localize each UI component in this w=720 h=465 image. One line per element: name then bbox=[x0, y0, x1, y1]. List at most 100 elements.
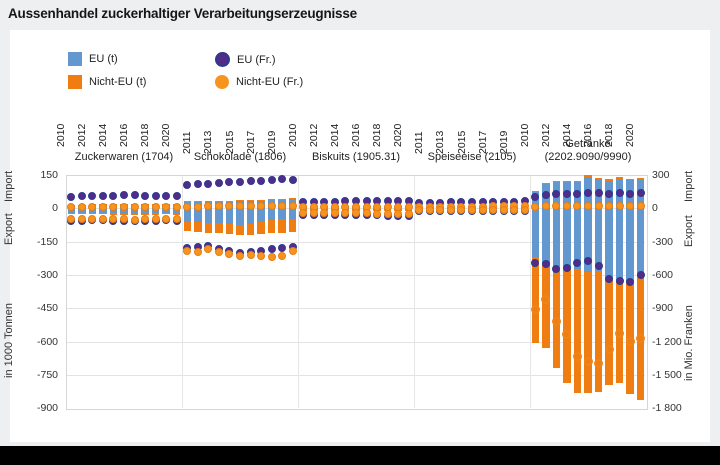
bar-export-nicht-eu bbox=[267, 219, 276, 234]
chart-panel bbox=[10, 30, 710, 442]
bar-export-eu bbox=[288, 208, 297, 219]
year-label: 2011 bbox=[181, 131, 194, 154]
dot-export-nicht-eu-fr bbox=[288, 247, 297, 256]
dot-export-nicht-eu-fr bbox=[499, 206, 508, 215]
tick-label-left: -900 bbox=[36, 402, 58, 415]
bar-export-nicht-eu bbox=[183, 221, 192, 232]
dot-export-nicht-eu-fr bbox=[151, 215, 160, 224]
year-label: 2016 bbox=[582, 123, 595, 147]
dot-import-nicht-eu-fr bbox=[246, 202, 255, 211]
dot-export-nicht-eu-fr bbox=[446, 205, 455, 214]
chart-title: Aussenhandel zuckerhaltiger Verarbeitung… bbox=[8, 6, 357, 21]
dot-import-eu-fr bbox=[67, 192, 76, 201]
year-label: 2010 bbox=[286, 123, 299, 147]
dot-export-nicht-eu-fr bbox=[583, 357, 593, 367]
dot-import-nicht-eu-fr bbox=[214, 202, 223, 211]
dot-export-nicht-eu-fr bbox=[551, 316, 561, 326]
dot-export-nicht-eu-fr bbox=[530, 304, 540, 314]
year-label: 2017 bbox=[244, 130, 257, 154]
dot-import-eu-fr bbox=[193, 180, 202, 189]
legend-label: Nicht-EU (t) bbox=[89, 76, 147, 88]
dot-import-eu-fr bbox=[246, 176, 255, 185]
legend-label: EU (t) bbox=[89, 53, 118, 65]
dot-export-nicht-eu-fr bbox=[468, 206, 476, 215]
dot-export-nicht-eu-fr bbox=[67, 214, 76, 223]
bar-export-eu bbox=[615, 208, 624, 282]
tick-label-right: -600 bbox=[652, 268, 674, 281]
year-label: 2014 bbox=[328, 123, 341, 147]
year-label: 2018 bbox=[139, 123, 152, 147]
bar-export-nicht-eu bbox=[563, 268, 571, 383]
dot-import-eu-fr bbox=[151, 191, 160, 200]
bar-export-nicht-eu bbox=[162, 213, 170, 215]
dot-import-eu-fr bbox=[562, 189, 571, 198]
dot-import-nicht-eu-fr bbox=[109, 202, 118, 211]
year-label: 2016 bbox=[118, 123, 131, 147]
tick-label-right: -1 500 bbox=[652, 368, 682, 381]
group-separator bbox=[298, 176, 299, 409]
bar-export-nicht-eu bbox=[215, 223, 223, 234]
bar-import-nicht-eu bbox=[594, 178, 603, 180]
dot-import-eu-fr bbox=[636, 188, 645, 197]
dot-export-nicht-eu-fr bbox=[510, 206, 519, 215]
bar-export-eu bbox=[573, 208, 582, 270]
dot-import-eu-fr bbox=[626, 189, 635, 198]
bar-import-nicht-eu bbox=[584, 175, 592, 177]
bar-export-eu bbox=[236, 208, 244, 225]
bar-export-eu bbox=[109, 208, 118, 214]
eu-tonnes-swatch-icon bbox=[68, 52, 82, 66]
tick-label-right: -300 bbox=[652, 235, 674, 248]
bar-export-nicht-eu bbox=[194, 222, 202, 232]
bar-export-nicht-eu bbox=[99, 213, 107, 215]
dot-import-nicht-eu-fr bbox=[172, 202, 181, 211]
bar-export-eu bbox=[215, 208, 223, 224]
bar-import-nicht-eu bbox=[626, 178, 634, 180]
dot-import-nicht-eu-fr bbox=[77, 202, 86, 211]
dot-import-nicht-eu-fr bbox=[615, 202, 624, 211]
dot-import-eu-fr bbox=[267, 175, 276, 184]
dot-export-eu-fr bbox=[605, 274, 614, 283]
bar-export-nicht-eu bbox=[120, 213, 128, 215]
bar-import-nicht-eu bbox=[573, 181, 582, 183]
dot-export-nicht-eu-fr bbox=[299, 208, 308, 217]
bar-export-eu bbox=[151, 208, 160, 214]
dot-export-nicht-eu-fr bbox=[457, 206, 466, 215]
dot-export-nicht-eu-fr bbox=[341, 209, 350, 218]
bar-export-nicht-eu bbox=[531, 256, 540, 343]
dot-import-nicht-eu-fr bbox=[236, 202, 244, 211]
dot-export-nicht-eu-fr bbox=[246, 250, 255, 259]
bar-export-nicht-eu bbox=[278, 218, 286, 233]
dot-import-eu-fr bbox=[204, 179, 213, 188]
bar-export-nicht-eu bbox=[542, 262, 550, 348]
bar-export-eu bbox=[552, 208, 561, 273]
bar-export-eu bbox=[542, 208, 550, 263]
dot-import-nicht-eu-fr bbox=[552, 202, 561, 211]
year-label: 2019 bbox=[265, 130, 278, 154]
year-label: 2020 bbox=[392, 123, 405, 147]
bar-export-eu bbox=[141, 208, 149, 214]
group-label: Zuckerwaren (1704) bbox=[74, 151, 174, 163]
bar-export-nicht-eu bbox=[78, 212, 86, 214]
dot-import-nicht-eu-fr bbox=[98, 202, 107, 211]
dot-import-nicht-eu-fr bbox=[141, 202, 150, 211]
eu-franken-dot-icon bbox=[215, 52, 230, 67]
dot-import-eu-fr bbox=[120, 191, 128, 200]
dot-import-eu-fr bbox=[257, 176, 266, 185]
dot-export-nicht-eu-fr bbox=[330, 209, 339, 218]
bar-import-nicht-eu bbox=[636, 178, 645, 180]
year-label: 2012 bbox=[307, 123, 320, 147]
year-label: 2018 bbox=[371, 123, 384, 147]
year-label: 2012 bbox=[75, 123, 88, 147]
group-label: Schokolade (1806) bbox=[193, 151, 287, 163]
dot-export-nicht-eu-fr bbox=[162, 214, 171, 223]
dot-export-nicht-eu-fr bbox=[594, 358, 604, 368]
tick-label-left: -300 bbox=[36, 268, 58, 281]
dot-export-nicht-eu-fr bbox=[193, 247, 202, 256]
bar-export-nicht-eu bbox=[109, 213, 118, 215]
dot-import-eu-fr bbox=[183, 180, 192, 189]
dot-import-eu-fr bbox=[552, 189, 561, 198]
bar-export-eu bbox=[278, 208, 286, 219]
dot-import-eu-fr bbox=[214, 178, 223, 187]
dot-export-eu-fr bbox=[278, 244, 287, 253]
tick-label-right: 0 bbox=[652, 202, 658, 215]
